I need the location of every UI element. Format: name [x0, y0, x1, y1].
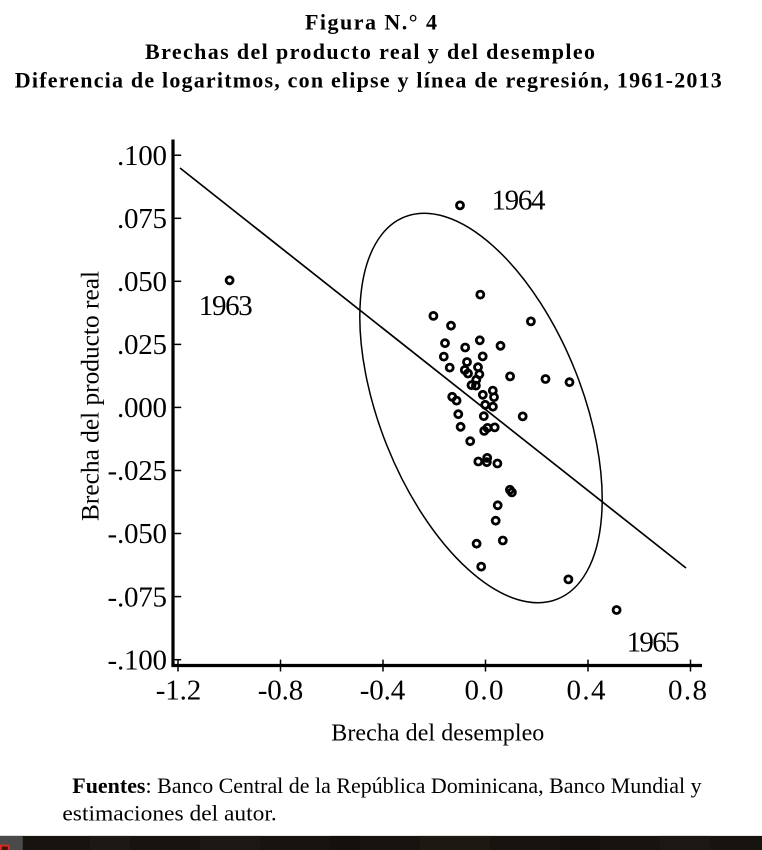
- svg-text:1963: 1963: [199, 290, 253, 322]
- svg-text:.000: .000: [117, 392, 167, 424]
- svg-text:.025: .025: [117, 329, 167, 361]
- svg-text:1965: 1965: [627, 626, 680, 658]
- svg-text:-.100: -.100: [108, 644, 168, 676]
- svg-text:-0.8: -0.8: [258, 674, 304, 706]
- svg-text:0.8: 0.8: [668, 674, 707, 706]
- svg-text:0.0: 0.0: [465, 674, 504, 706]
- svg-text:Figura N.° 4: Figura N.° 4: [305, 10, 437, 35]
- svg-text:.050: .050: [117, 266, 167, 298]
- svg-text:0.4: 0.4: [567, 674, 607, 706]
- svg-text:-.075: -.075: [108, 581, 168, 613]
- svg-text:Fuentes: Banco Central de la R: Fuentes: Banco Central de la República D…: [72, 773, 701, 798]
- svg-text:-1.2: -1.2: [156, 674, 202, 706]
- svg-text:Diferencia de logaritmos, con: Diferencia de logaritmos, con elipse y l…: [15, 67, 722, 92]
- svg-text:1964: 1964: [492, 185, 547, 217]
- svg-text:Brechas del producto real y de: Brechas del producto real y del desemple…: [145, 39, 595, 64]
- svg-text:.100: .100: [117, 140, 167, 172]
- svg-text:.075: .075: [117, 203, 167, 235]
- svg-text:estimaciones del autor.: estimaciones del autor.: [62, 800, 276, 825]
- svg-text:Brecha del producto real: Brecha del producto real: [78, 271, 105, 521]
- svg-text:-.025: -.025: [108, 455, 168, 487]
- svg-text:Brecha del desempleo: Brecha del desempleo: [331, 721, 544, 747]
- svg-text:-0.4: -0.4: [360, 674, 406, 706]
- svg-text:-.050: -.050: [108, 518, 168, 550]
